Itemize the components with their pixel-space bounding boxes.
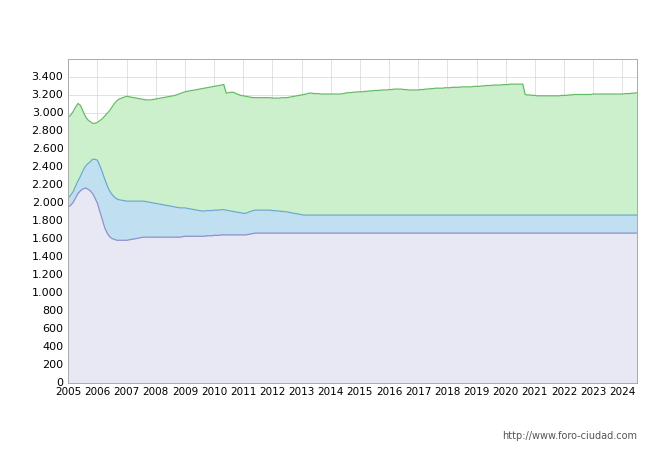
Text: http://www.foro-ciudad.com: http://www.foro-ciudad.com xyxy=(502,431,637,441)
Text: Agost - Evolucion de la poblacion en edad de Trabajar Mayo de 2024: Agost - Evolucion de la poblacion en eda… xyxy=(73,19,577,35)
